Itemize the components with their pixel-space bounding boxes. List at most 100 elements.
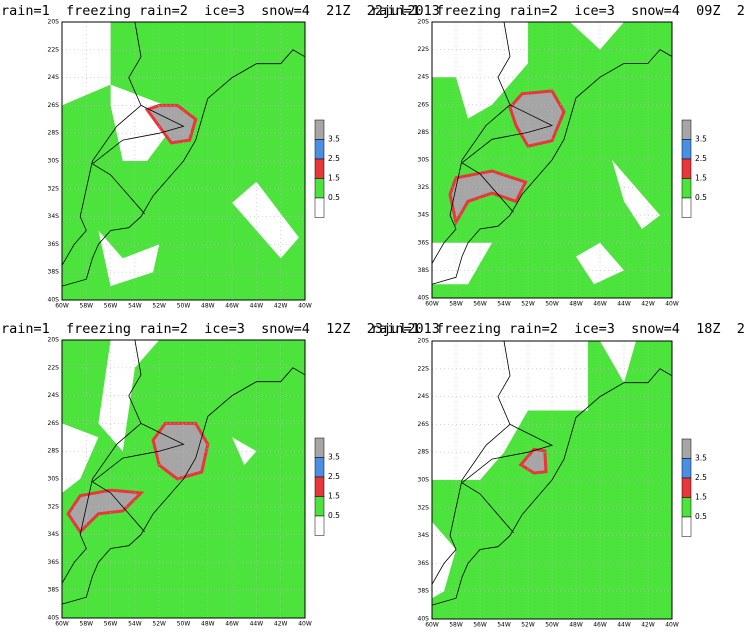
lon-label: 54W [497, 622, 511, 629]
map-panel: rain=1 freezing rain=2 ice=3 snow=4 09Z … [371, 3, 744, 308]
lat-label: 36S [418, 560, 430, 567]
lon-label: 50W [177, 303, 191, 310]
lat-label: 24S [418, 74, 430, 81]
legend-swatch [681, 178, 692, 199]
lon-label: 48W [201, 621, 215, 628]
lon-label: 46W [593, 622, 607, 629]
no-precip-area [432, 521, 456, 599]
lat-label: 30S [48, 476, 60, 483]
lon-label: 42W [641, 301, 655, 308]
lat-label: 22S [418, 46, 430, 53]
lon-label: 54W [497, 301, 511, 308]
lat-label: 26S [48, 102, 60, 109]
panel-title: rain=1 freezing rain=2 ice=3 snow=4 09Z … [371, 3, 744, 19]
legend-swatch [314, 139, 325, 160]
legend-label: 3.5 [328, 453, 340, 462]
legend-swatch [681, 119, 692, 140]
lon-label: 58W [80, 621, 94, 628]
legend-label: 1.5 [328, 174, 340, 183]
coastline [91, 423, 185, 533]
lat-label: 32S [418, 504, 430, 511]
coastline [461, 104, 554, 213]
lon-label: 44W [250, 303, 264, 310]
lat-label: 26S [418, 101, 430, 108]
legend-label: 2.5 [695, 154, 707, 163]
legend-label: 2.5 [328, 472, 340, 481]
panel-title: rain=1 freezing rain=2 ice=3 snow=4 18Z … [371, 321, 744, 337]
lon-label: 50W [545, 622, 559, 629]
lon-label: 58W [80, 303, 94, 310]
legend-label: 0.5 [328, 193, 340, 202]
legend-swatch [314, 197, 325, 218]
lon-label: 42W [274, 303, 288, 310]
lon-label: 60W [425, 622, 439, 629]
snow-area [448, 169, 528, 227]
coastline [431, 368, 673, 606]
coastline [61, 339, 142, 584]
lon-label: 52W [152, 303, 166, 310]
lon-label: 54W [128, 621, 142, 628]
lat-label: 36S [418, 239, 430, 246]
legend-swatch [314, 178, 325, 199]
lat-label: 36S [48, 241, 60, 248]
no-precip-area [600, 341, 636, 383]
coastline [61, 21, 142, 266]
legend-label: 1.5 [328, 492, 340, 501]
legend-swatch [314, 476, 325, 497]
lat-label: 40S [418, 616, 430, 623]
legend-label: 3.5 [695, 135, 707, 144]
no-precip-area [62, 423, 99, 493]
no-precip-area [98, 230, 160, 287]
lat-label: 40S [418, 295, 430, 302]
no-precip-area [612, 160, 660, 229]
no-precip-area [570, 22, 624, 50]
lon-label: 42W [274, 621, 288, 628]
lon-label: 56W [473, 622, 487, 629]
lon-label: 60W [425, 301, 439, 308]
lat-label: 32S [48, 503, 60, 510]
lon-label: 52W [152, 621, 166, 628]
legend-label: 2.5 [328, 154, 340, 163]
legend-label: 3.5 [695, 454, 707, 463]
legend-label: 0.5 [695, 193, 707, 202]
no-precip-area [576, 242, 624, 285]
lon-label: 48W [201, 303, 215, 310]
no-precip-area [432, 341, 588, 480]
no-precip-area [62, 22, 184, 161]
map-frame [431, 340, 673, 620]
lon-label: 48W [569, 622, 583, 629]
lat-label: 34S [48, 213, 60, 220]
lat-label: 34S [418, 212, 430, 219]
lon-label: 58W [449, 622, 463, 629]
lon-label: 40W [298, 621, 312, 628]
coastline [431, 49, 673, 285]
lat-label: 28S [418, 449, 430, 456]
legend-label: 0.5 [695, 512, 707, 521]
legend-swatch [681, 139, 692, 160]
coastline [431, 340, 511, 585]
lat-label: 30S [48, 158, 60, 165]
lat-label: 20S [48, 19, 60, 26]
lat-label: 20S [48, 337, 60, 344]
map-frame [61, 339, 306, 619]
legend-label: 0.5 [328, 511, 340, 520]
lat-label: 36S [48, 559, 60, 566]
lat-label: 38S [418, 267, 430, 274]
legend-swatch [681, 438, 692, 459]
lat-label: 26S [418, 421, 430, 428]
lon-label: 52W [521, 622, 535, 629]
lat-label: 30S [418, 157, 430, 164]
legend-label: 1.5 [695, 493, 707, 502]
lat-label: 24S [418, 393, 430, 400]
legend-swatch [314, 119, 325, 140]
coastline [61, 49, 306, 287]
lat-label: 34S [48, 531, 60, 538]
lat-label: 38S [48, 587, 60, 594]
lon-label: 56W [473, 301, 487, 308]
coastline [61, 367, 306, 605]
legend-swatch [314, 437, 325, 458]
lon-label: 60W [55, 621, 69, 628]
legend-swatch [681, 516, 692, 537]
lon-label: 60W [55, 303, 69, 310]
